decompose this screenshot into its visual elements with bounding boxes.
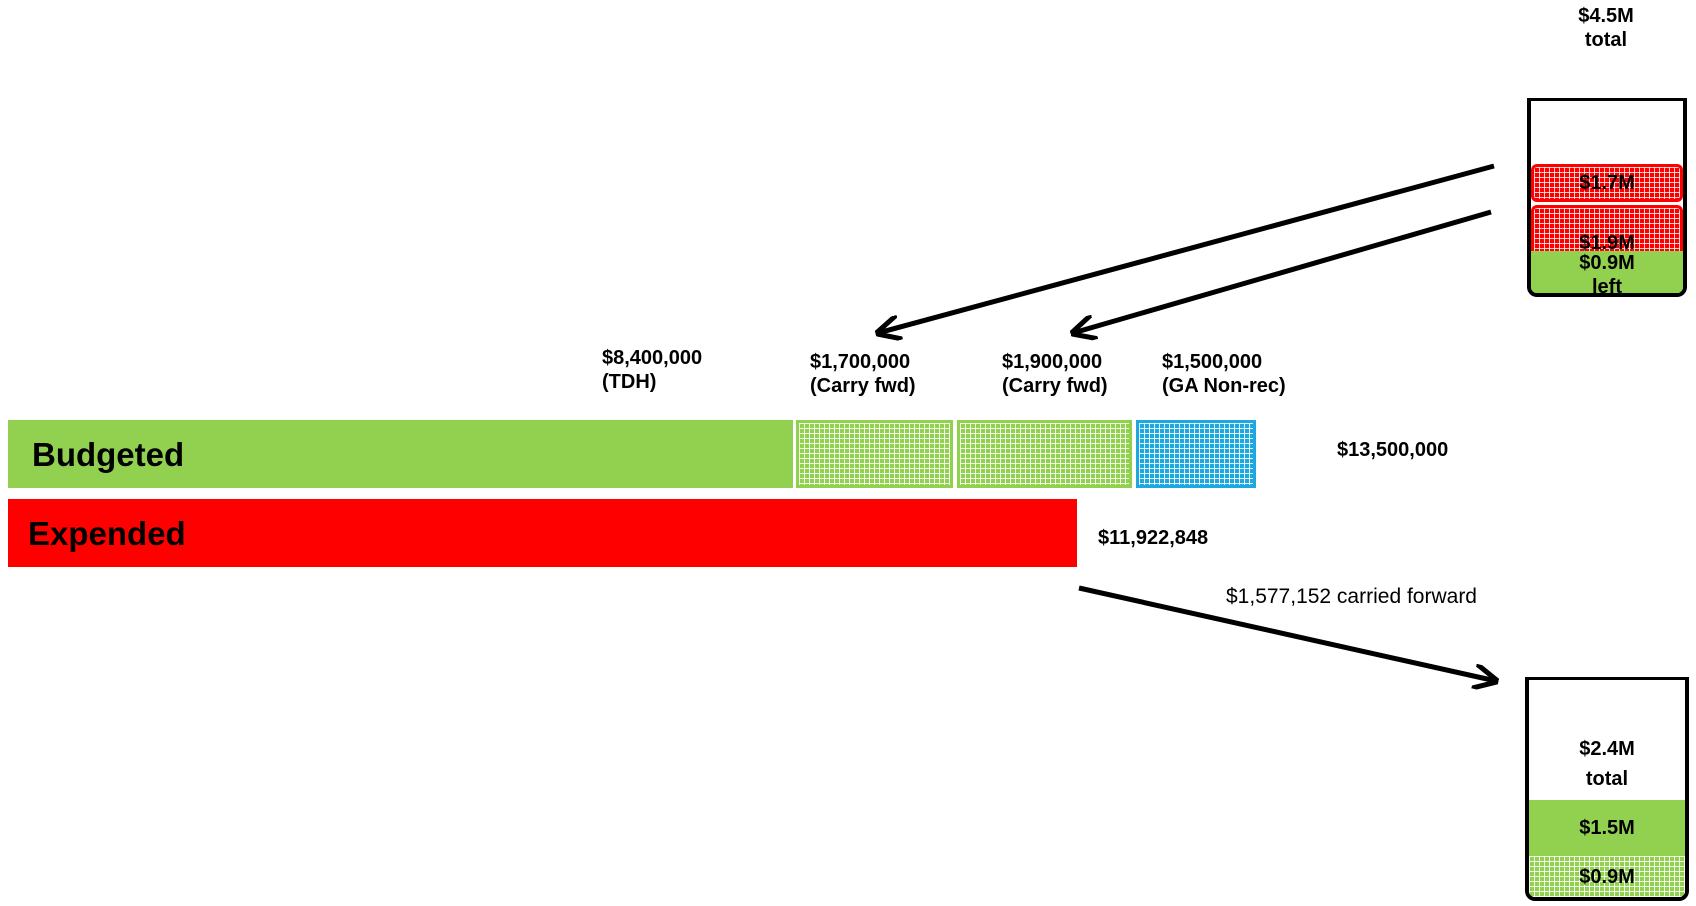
bottom-jar-segment-1-5m: $1.5M xyxy=(1529,800,1685,856)
budgeted-bar-ga-non-rec xyxy=(1136,420,1256,488)
bottom-jar-segment-2-label: $0.9M xyxy=(1579,865,1635,888)
budgeted-label: Budgeted xyxy=(32,436,185,473)
top-jar-title: $4.5M total xyxy=(1556,4,1656,52)
label-ga-non-rec: $1,500,000 (GA Non-rec) xyxy=(1162,350,1286,398)
carried-forward-label: $1,577,152 carried forward xyxy=(1226,585,1477,608)
top-jar-segment-1-7m: $1.7M xyxy=(1531,164,1683,202)
expended-bar xyxy=(8,499,1077,567)
bottom-jar-title: $2.4M total xyxy=(1529,734,1685,794)
label-carry-fwd-2-note: (Carry fwd) xyxy=(1002,375,1108,397)
bottom-jar-segment-1-label: $1.5M xyxy=(1579,817,1635,839)
expended-label: Expended xyxy=(28,515,186,552)
label-carry-fwd-2: $1,900,000 (Carry fwd) xyxy=(1002,350,1108,398)
label-tdh: $8,400,000 (TDH) xyxy=(602,346,702,394)
top-jar-segment-3-word: left xyxy=(1592,276,1622,297)
budgeted-bar-carry-fwd-1 xyxy=(796,420,953,488)
label-tdh-note: (TDH) xyxy=(602,371,657,393)
arrow-to-cf2 xyxy=(1073,209,1492,333)
expended-total: $11,922,848 xyxy=(1098,527,1209,549)
bottom-jar-segment-0-9m: $0.9M xyxy=(1529,856,1685,897)
label-carry-fwd-2-amount: $1,900,000 xyxy=(1002,351,1103,373)
label-carry-fwd-1: $1,700,000 (Carry fwd) xyxy=(810,350,916,398)
bottom-jar-total-word: total xyxy=(1585,768,1629,790)
top-jar-segment-2-label: $1.9M xyxy=(1579,232,1635,254)
label-tdh-amount: $8,400,000 xyxy=(602,347,703,369)
bottom-jar: $2.4M total $1.5M $0.9M xyxy=(1525,677,1689,901)
budgeted-total: $13,500,000 xyxy=(1337,439,1449,461)
top-jar-segment-left: $0.9M left xyxy=(1531,251,1683,293)
top-jar: $1.7M $1.9M $0.9M left xyxy=(1527,98,1687,297)
top-jar-segment-1-label: $1.7M xyxy=(1579,172,1635,194)
top-jar-total-word: total xyxy=(1584,29,1628,51)
arrow-to-cf1 xyxy=(878,163,1495,333)
arrow-to-bottom-jar xyxy=(1078,585,1496,681)
label-ga-non-rec-amount: $1,500,000 xyxy=(1162,351,1263,373)
top-jar-total-amount: $4.5M xyxy=(1578,5,1634,27)
label-carry-fwd-1-amount: $1,700,000 xyxy=(810,351,911,373)
label-ga-non-rec-note: (GA Non-rec) xyxy=(1162,375,1286,397)
label-carry-fwd-1-note: (Carry fwd) xyxy=(810,375,916,397)
bottom-jar-total-amount: $2.4M xyxy=(1579,738,1635,760)
budgeted-bar-carry-fwd-2 xyxy=(957,420,1132,488)
budgeted-bar-tdh xyxy=(8,420,793,488)
top-jar-segment-3-amount: $0.9M xyxy=(1579,252,1635,274)
